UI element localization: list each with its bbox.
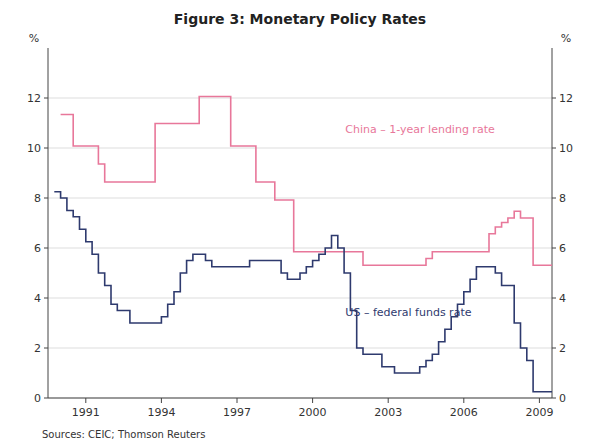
grid-line: [48, 148, 552, 149]
y-tick-label: 4: [34, 292, 41, 305]
y-tick: [44, 298, 48, 299]
y2-tick: [552, 148, 556, 149]
x-tick: [161, 398, 162, 403]
y2-tick: [552, 248, 556, 249]
y2-tick: [552, 198, 556, 199]
source-note: Sources: CEIC; Thomson Reuters: [42, 429, 205, 440]
y-tick: [44, 248, 48, 249]
grid-line: [48, 298, 552, 299]
x-axis-line: [48, 398, 552, 399]
x-tick-label: 1991: [72, 406, 100, 419]
annotation: China – 1-year lending rate: [345, 123, 495, 136]
x-tick: [539, 398, 540, 403]
y-tick: [44, 198, 48, 199]
step-line: [54, 192, 552, 392]
y-tick-label: 8: [34, 192, 41, 205]
y-axis-label: %: [29, 32, 39, 45]
y2-tick-label: 6: [559, 242, 566, 255]
y2-tick: [552, 398, 556, 399]
y2-tick-label: 4: [559, 292, 566, 305]
annotation: US – federal funds rate: [345, 306, 471, 319]
x-tick-label: 2000: [299, 406, 327, 419]
y-tick-label: 0: [34, 392, 41, 405]
grid-line: [48, 248, 552, 249]
y2-tick-label: 2: [559, 342, 566, 355]
x-tick-label: 2003: [374, 406, 402, 419]
axes: 1991 1994 1997 2000 2003 2006 2009 0 2 4 6 8 10 12 0 2 4…: [27, 48, 573, 419]
y2-tick: [552, 98, 556, 99]
y2-tick-label: 12: [559, 92, 573, 105]
x-tick: [463, 398, 464, 403]
y-tick-label: 12: [27, 92, 41, 105]
y-tick: [44, 348, 48, 349]
grid-line: [48, 398, 552, 399]
y-tick: [44, 148, 48, 149]
x-tick-label: 2006: [450, 406, 478, 419]
y-tick-label: 6: [34, 242, 41, 255]
grid-line: [48, 98, 552, 99]
x-tick: [312, 398, 313, 403]
x-tick: [85, 398, 86, 403]
chart: 1991 1994 1997 2000 2003 2006 2009 0 2 4 6 8 10 12 0 2 4…: [0, 0, 600, 448]
grid-line: [48, 198, 552, 199]
y-tick-label: 2: [34, 342, 41, 355]
grid: [48, 98, 552, 398]
title: Figure 3: Monetary Policy Rates: [174, 11, 426, 27]
y2-tick-label: 10: [559, 142, 573, 155]
y2-tick-label: 0: [559, 392, 566, 405]
x-tick: [237, 398, 238, 403]
x-tick: [388, 398, 389, 403]
x-tick-label: 1994: [147, 406, 175, 419]
y-tick-label: 10: [27, 142, 41, 155]
y-tick: [44, 98, 48, 99]
series-group: [54, 97, 552, 392]
y-axis-line: [48, 48, 49, 398]
y2-tick: [552, 348, 556, 349]
y2-axis-label: %: [561, 32, 571, 45]
x-tick-label: 2009: [525, 406, 553, 419]
grid-line: [48, 348, 552, 349]
y2-tick: [552, 298, 556, 299]
step-line: [61, 97, 552, 266]
y-tick: [44, 398, 48, 399]
x-tick-label: 1997: [223, 406, 251, 419]
y2-tick-label: 8: [559, 192, 566, 205]
y2-axis-line: [552, 48, 553, 398]
